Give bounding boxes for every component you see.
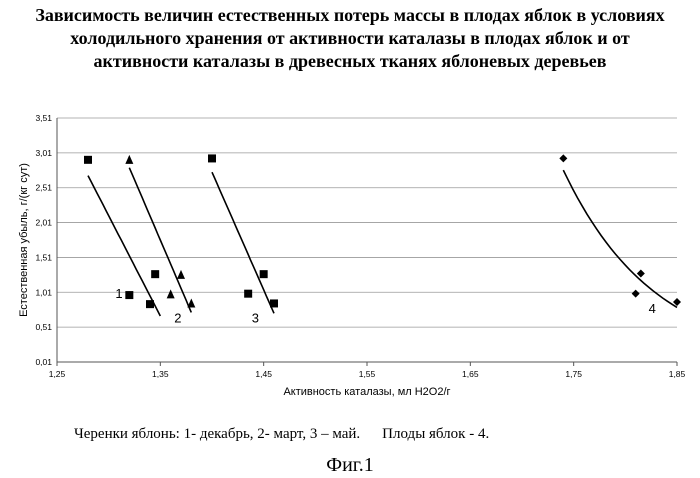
title-line-3: активности каталазы в древесных тканях я… — [93, 51, 607, 71]
trend-line-2 — [128, 167, 193, 313]
y-tick-label-5: 2,51 — [35, 183, 52, 193]
figure-label: Фиг.1 — [326, 454, 374, 476]
point-series-4-1 — [631, 289, 640, 298]
y-tick-label-3: 1,51 — [35, 252, 52, 262]
axes — [56, 118, 678, 366]
point-series-2-2 — [177, 269, 185, 279]
y-tick-label-4: 2,01 — [35, 218, 52, 228]
series-label-4: 4 — [649, 301, 656, 316]
chart-title: Зависимость величин естественных потерь … — [0, 4, 700, 73]
series-label-1: 1 — [115, 286, 122, 301]
series-label-3: 3 — [252, 310, 259, 325]
x-tick-label-3: 1,55 — [359, 369, 376, 379]
trend-lines — [87, 167, 678, 317]
x-tick-label-2: 1,45 — [255, 369, 272, 379]
y-tick-labels: 0,01 0,51 1,01 1,51 2,01 2,51 3,01 3,51 — [35, 113, 52, 367]
point-series-4-3 — [673, 298, 681, 307]
point-series-3-0 — [208, 154, 216, 163]
y-axis-label: Естественная убыль, г/(кг сут) — [18, 163, 30, 317]
point-series-4-2 — [636, 269, 645, 278]
title-line-2: холодильного хранения от активности ката… — [70, 28, 630, 48]
trend-line-4 — [562, 169, 678, 309]
x-tick-label-0: 1,25 — [49, 369, 66, 379]
point-series-2-1 — [166, 289, 175, 299]
point-series-3-1 — [244, 289, 253, 298]
series-label-2: 2 — [174, 310, 181, 325]
y-tick-label-1: 0,51 — [35, 322, 52, 332]
point-series-4-0 — [559, 154, 568, 163]
caption-fruits: Плоды яблок - 4. — [382, 426, 490, 442]
y-tick-label-0: 0,01 — [35, 357, 52, 367]
point-series-1-0 — [84, 155, 92, 164]
title-line-1: Зависимость величин естественных потерь … — [35, 5, 665, 25]
x-tick-label-5: 1,75 — [565, 369, 582, 379]
data-points — [84, 154, 681, 309]
point-series-1-3 — [151, 270, 160, 279]
y-tick-label-7: 3,51 — [35, 113, 52, 123]
trend-line-3 — [211, 171, 275, 314]
caption-cuttings: Черенки яблонь: 1- декабрь, 2- март, 3 –… — [74, 426, 361, 442]
x-axis-label: Активность каталазы, мл H2O2/г — [283, 386, 450, 398]
x-tick-labels: 1,25 1,35 1,45 1,55 1,65 1,75 1,85 — [49, 369, 686, 379]
grid-lines — [57, 117, 677, 363]
x-tick-label-1: 1,35 — [152, 369, 169, 379]
trend-line-1 — [87, 175, 162, 317]
y-tick-label-2: 1,01 — [35, 287, 52, 297]
scatter-chart: 0,01 0,51 1,01 1,51 2,01 2,51 3,01 3,51 1,25 1,3… — [18, 113, 686, 398]
point-series-2-0 — [125, 154, 134, 164]
point-series-2-3 — [187, 298, 196, 308]
y-tick-label-6: 3,01 — [35, 148, 52, 158]
point-series-1-2 — [146, 300, 154, 309]
series-labels: 1 2 3 4 — [115, 286, 655, 325]
point-series-3-2 — [259, 270, 268, 279]
x-tick-label-4: 1,65 — [462, 369, 479, 379]
point-series-3-3 — [270, 299, 278, 308]
x-tick-label-6: 1,85 — [669, 369, 686, 379]
caption: Черенки яблонь: 1- декабрь, 2- март, 3 –… — [74, 426, 489, 443]
point-series-1-1 — [125, 291, 134, 300]
